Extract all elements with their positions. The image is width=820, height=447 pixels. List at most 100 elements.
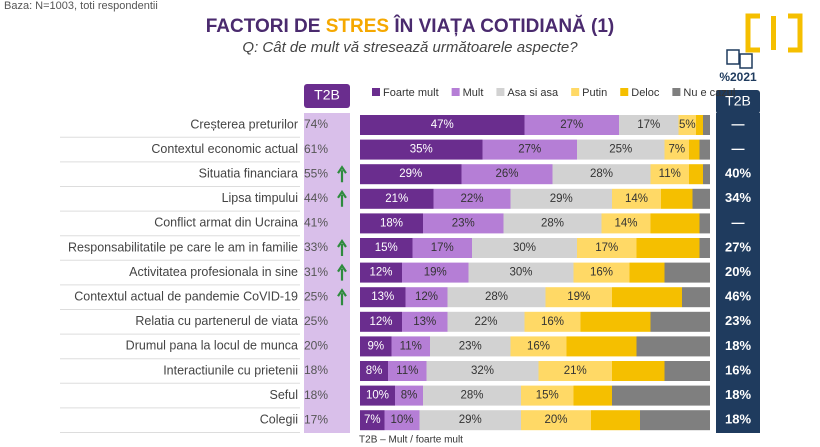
chart-title: FACTORI DE STRES ÎN VIAȚA COTIDIANĂ (1) (206, 15, 615, 37)
category-label: Conflict armat din Ucraina (154, 216, 298, 230)
t2b-value: 74% (304, 117, 328, 131)
bar-segment (650, 164, 689, 185)
bar-label: 8% (366, 365, 383, 377)
t2b-value: 44% (304, 191, 328, 205)
bar-label: 16% (590, 267, 613, 279)
bar-label: 17% (595, 242, 618, 254)
bar-segment (510, 188, 612, 209)
bar-label: 30% (509, 267, 532, 279)
y2021-value: 20% (725, 264, 751, 279)
bar-segment (678, 115, 696, 135)
t2b-value: 41% (304, 216, 328, 230)
bar-segment (360, 238, 413, 258)
bar-label: 27% (518, 144, 541, 156)
bar-segment (423, 385, 521, 406)
bar-label: 9% (367, 340, 384, 352)
bar-segment (419, 410, 521, 431)
bar-label: 11% (396, 365, 418, 377)
bar-segment (388, 361, 427, 381)
bar-label: 12% (369, 316, 392, 328)
bar-segment (573, 262, 630, 283)
bar-segment (664, 361, 710, 381)
bar-segment (360, 311, 402, 332)
bar-label: 13% (371, 291, 394, 303)
bar-segment (412, 238, 472, 258)
bar-segment (545, 287, 612, 308)
bar-segment (468, 262, 574, 283)
t2b-value: 25% (304, 289, 328, 303)
bar-label: 7% (364, 414, 381, 426)
bar-label: 28% (485, 291, 508, 303)
bar-label: 12% (415, 291, 438, 303)
bar-segment (699, 213, 710, 234)
bar-label: 16% (541, 316, 564, 328)
bar-segment (661, 188, 693, 209)
bar-segment (612, 361, 665, 381)
bar-label: 25% (609, 144, 632, 156)
y2021-value: — (732, 116, 745, 131)
t2b-header-box (304, 84, 350, 108)
bar-segment (360, 164, 462, 185)
bar-label: 11% (400, 340, 422, 352)
y2021-value: 34% (725, 190, 751, 205)
bar-segment (503, 213, 602, 234)
category-label: Colegii (260, 412, 298, 426)
bar-segment (682, 287, 710, 308)
trend-up-arrow (337, 239, 347, 256)
bar-segment (447, 311, 525, 332)
bar-segment (360, 385, 395, 406)
y2021-value: 18% (725, 412, 751, 427)
bar-label: 8% (401, 390, 418, 402)
legend-swatch (372, 88, 380, 96)
legend-swatch (620, 88, 629, 96)
t2b-value: 25% (304, 314, 328, 328)
bar-label: 29% (550, 193, 573, 205)
bar-segment (566, 336, 637, 357)
bar-label: 35% (410, 144, 433, 156)
bar-segment (524, 311, 581, 332)
bar-label: 23% (452, 217, 475, 229)
y2021-header: T2B (725, 93, 751, 109)
legend-label: Putin (582, 87, 607, 99)
t2b-value: 18% (304, 388, 328, 402)
bar-label: 14% (625, 193, 648, 205)
bar-label: 5% (679, 119, 696, 131)
bar-label: 21% (564, 365, 587, 377)
bar-label: 28% (590, 168, 613, 180)
bar-segment (360, 410, 385, 431)
bar-segment (472, 238, 577, 258)
bar-segment (636, 238, 700, 258)
bar-segment (360, 139, 483, 160)
y2021-header-box (716, 90, 760, 114)
bar-segment (692, 188, 710, 209)
bar-label: 19% (424, 267, 447, 279)
bar-label: 26% (495, 168, 518, 180)
legend-label: Nu e cazul (683, 87, 735, 99)
bar-label: 10% (390, 414, 413, 426)
bar-label: 32% (471, 365, 494, 377)
chart-subtitle: Q: Cât de mult vă stresează următoarele … (242, 39, 578, 56)
bar-segment (402, 262, 469, 283)
bar-segment (360, 336, 392, 357)
bar-segment (664, 139, 689, 160)
bar-segment (360, 287, 406, 308)
title-part: STRES (326, 16, 389, 37)
bar-label: 28% (541, 217, 564, 229)
y2021-value: — (732, 215, 745, 230)
bar-label: 22% (460, 193, 483, 205)
category-label: Activitatea profesionala in sine (129, 265, 298, 279)
t2b-header: T2B (314, 87, 340, 103)
bar-segment (699, 139, 710, 160)
legend-label: Mult (463, 87, 484, 99)
bar-segment (640, 410, 710, 431)
t2b-value: 55% (304, 166, 328, 180)
t2b-value: 18% (304, 363, 328, 377)
bar-label: 13% (413, 316, 436, 328)
bar-segment (573, 385, 612, 406)
category-label: Drumul pana la locul de munca (126, 339, 298, 353)
bar-label: 29% (459, 414, 482, 426)
legend-swatch (672, 88, 681, 96)
y2021-value: 23% (725, 313, 751, 328)
bar-segment (447, 287, 546, 308)
bar-segment (360, 213, 423, 234)
